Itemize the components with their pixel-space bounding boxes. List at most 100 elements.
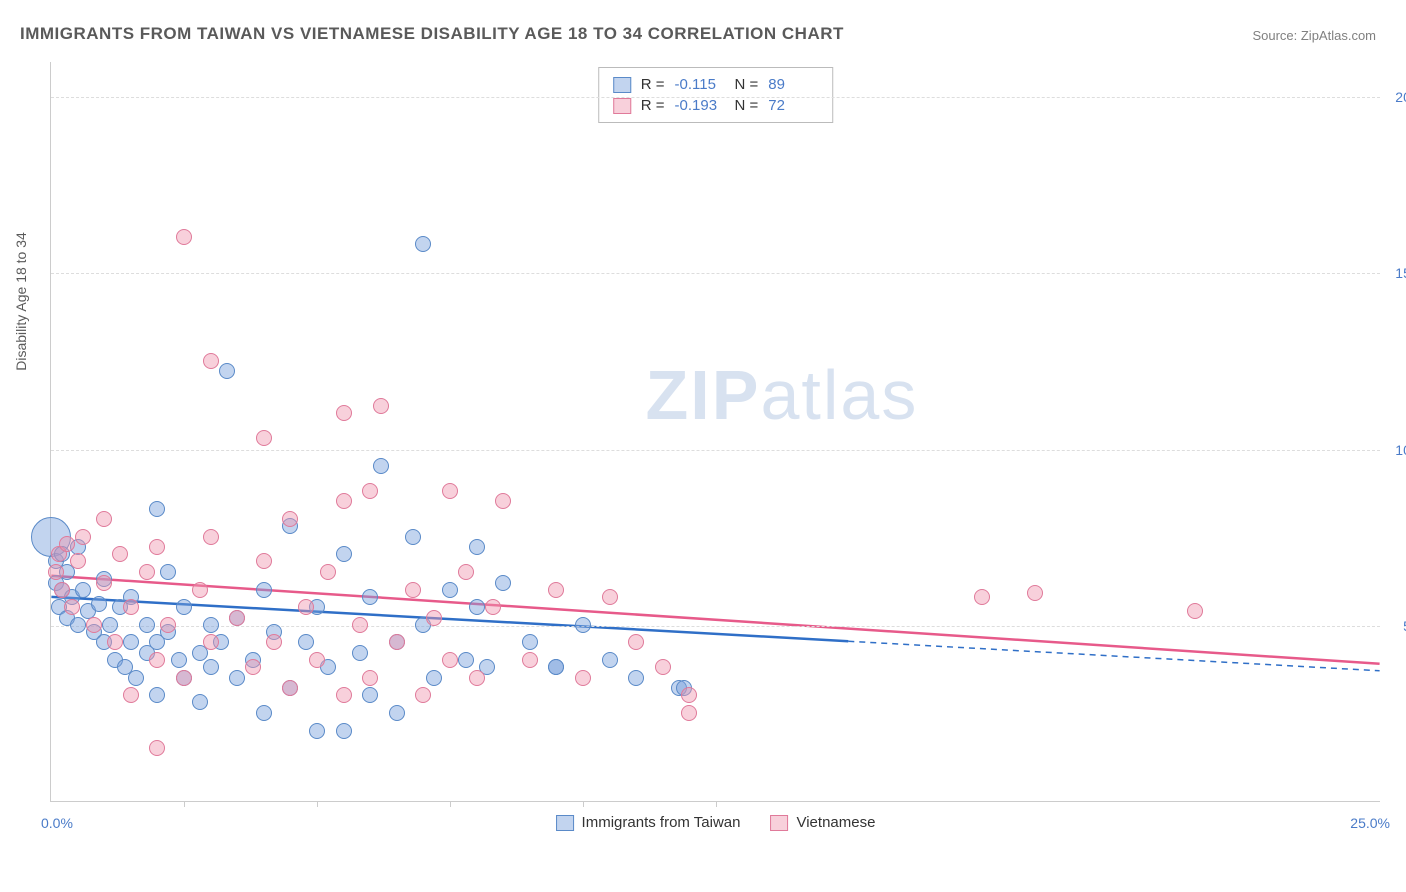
data-point bbox=[373, 398, 389, 414]
n-label: N = bbox=[735, 97, 759, 114]
gridline bbox=[51, 97, 1380, 98]
data-point bbox=[974, 589, 990, 605]
data-point bbox=[681, 687, 697, 703]
data-point bbox=[389, 705, 405, 721]
data-point bbox=[469, 670, 485, 686]
data-point bbox=[1027, 585, 1043, 601]
data-point bbox=[123, 687, 139, 703]
n-value: 72 bbox=[768, 97, 818, 114]
legend-item: Vietnamese bbox=[770, 814, 875, 831]
data-point bbox=[70, 553, 86, 569]
data-point bbox=[458, 652, 474, 668]
data-point bbox=[548, 659, 564, 675]
n-label: N = bbox=[735, 76, 759, 93]
legend-label: Vietnamese bbox=[796, 814, 875, 831]
legend-item: Immigrants from Taiwan bbox=[556, 814, 741, 831]
series-swatch bbox=[613, 98, 631, 114]
r-value: -0.115 bbox=[675, 76, 725, 93]
data-point bbox=[320, 564, 336, 580]
data-point bbox=[75, 529, 91, 545]
data-point bbox=[203, 353, 219, 369]
watermark: ZIPatlas bbox=[646, 355, 919, 435]
data-point bbox=[522, 652, 538, 668]
data-point bbox=[149, 740, 165, 756]
gridline bbox=[51, 273, 1380, 274]
data-point bbox=[256, 582, 272, 598]
data-point bbox=[405, 529, 421, 545]
data-point bbox=[469, 599, 485, 615]
data-point bbox=[1187, 603, 1203, 619]
data-point bbox=[426, 670, 442, 686]
stats-row: R =-0.115N =89 bbox=[613, 74, 819, 95]
data-point bbox=[256, 430, 272, 446]
r-label: R = bbox=[641, 76, 665, 93]
data-point bbox=[336, 405, 352, 421]
data-point bbox=[628, 634, 644, 650]
data-point bbox=[415, 236, 431, 252]
data-point bbox=[203, 659, 219, 675]
data-point bbox=[442, 582, 458, 598]
data-point bbox=[575, 670, 591, 686]
y-axis-title: Disability Age 18 to 34 bbox=[13, 232, 29, 371]
gridline bbox=[51, 450, 1380, 451]
legend-swatch bbox=[556, 815, 574, 831]
data-point bbox=[602, 589, 618, 605]
data-point bbox=[655, 659, 671, 675]
data-point bbox=[681, 705, 697, 721]
x-tick bbox=[450, 801, 451, 807]
data-point bbox=[362, 687, 378, 703]
scatter-chart: Disability Age 18 to 34 ZIPatlas R =-0.1… bbox=[50, 62, 1380, 802]
data-point bbox=[192, 582, 208, 598]
data-point bbox=[575, 617, 591, 633]
data-point bbox=[203, 529, 219, 545]
x-tick bbox=[583, 801, 584, 807]
data-point bbox=[256, 553, 272, 569]
data-point bbox=[229, 610, 245, 626]
data-point bbox=[415, 687, 431, 703]
data-point bbox=[405, 582, 421, 598]
data-point bbox=[219, 363, 235, 379]
data-point bbox=[336, 493, 352, 509]
data-point bbox=[256, 705, 272, 721]
gridline bbox=[51, 626, 1380, 627]
data-point bbox=[64, 599, 80, 615]
data-point bbox=[548, 582, 564, 598]
x-tick bbox=[716, 801, 717, 807]
data-point bbox=[96, 511, 112, 527]
data-point bbox=[54, 582, 70, 598]
data-point bbox=[362, 483, 378, 499]
data-point bbox=[149, 687, 165, 703]
data-point bbox=[362, 670, 378, 686]
data-point bbox=[266, 634, 282, 650]
y-tick-label: 15.0% bbox=[1395, 265, 1406, 281]
data-point bbox=[309, 652, 325, 668]
y-tick-label: 20.0% bbox=[1395, 89, 1406, 105]
data-point bbox=[602, 652, 618, 668]
data-point bbox=[362, 589, 378, 605]
series-legend: Immigrants from Taiwan Vietnamese bbox=[556, 814, 876, 831]
x-tick bbox=[317, 801, 318, 807]
data-point bbox=[48, 564, 64, 580]
data-point bbox=[149, 652, 165, 668]
r-label: R = bbox=[641, 97, 665, 114]
data-point bbox=[75, 582, 91, 598]
x-tick bbox=[184, 801, 185, 807]
data-point bbox=[298, 634, 314, 650]
data-point bbox=[245, 659, 261, 675]
data-point bbox=[442, 652, 458, 668]
data-point bbox=[336, 687, 352, 703]
data-point bbox=[373, 458, 389, 474]
data-point bbox=[203, 634, 219, 650]
data-point bbox=[458, 564, 474, 580]
data-point bbox=[352, 617, 368, 633]
data-point bbox=[160, 564, 176, 580]
data-point bbox=[442, 483, 458, 499]
data-point bbox=[336, 723, 352, 739]
data-point bbox=[192, 694, 208, 710]
data-point bbox=[123, 634, 139, 650]
data-point bbox=[282, 511, 298, 527]
chart-title: IMMIGRANTS FROM TAIWAN VS VIETNAMESE DIS… bbox=[20, 24, 844, 44]
data-point bbox=[298, 599, 314, 615]
data-point bbox=[149, 501, 165, 517]
data-point bbox=[495, 493, 511, 509]
